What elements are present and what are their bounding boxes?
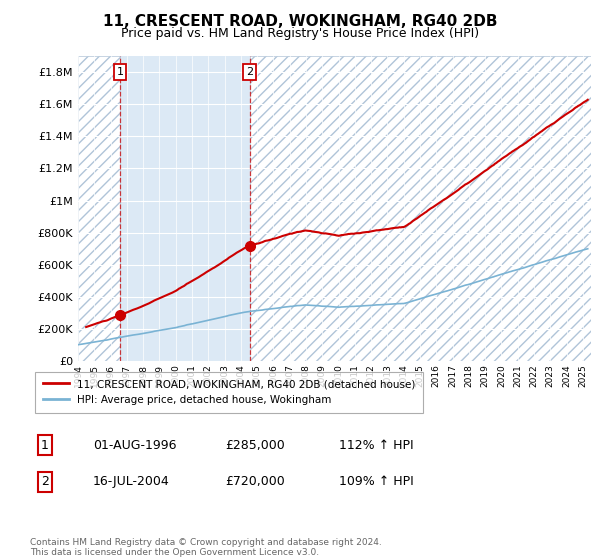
Text: 109% ↑ HPI: 109% ↑ HPI xyxy=(339,475,414,488)
Bar xyxy=(250,56,591,361)
Bar xyxy=(78,56,120,361)
Text: £720,000: £720,000 xyxy=(225,475,285,488)
Text: 112% ↑ HPI: 112% ↑ HPI xyxy=(339,438,413,452)
Text: Price paid vs. HM Land Registry's House Price Index (HPI): Price paid vs. HM Land Registry's House … xyxy=(121,27,479,40)
Bar xyxy=(250,56,591,361)
Text: 01-AUG-1996: 01-AUG-1996 xyxy=(93,438,176,452)
Text: 1: 1 xyxy=(116,67,124,77)
Legend: 11, CRESCENT ROAD, WOKINGHAM, RG40 2DB (detached house), HPI: Average price, det: 11, CRESCENT ROAD, WOKINGHAM, RG40 2DB (… xyxy=(35,372,422,413)
Text: 2: 2 xyxy=(41,475,49,488)
Text: 1: 1 xyxy=(41,438,49,452)
Text: 2: 2 xyxy=(246,67,253,77)
Text: 11, CRESCENT ROAD, WOKINGHAM, RG40 2DB: 11, CRESCENT ROAD, WOKINGHAM, RG40 2DB xyxy=(103,14,497,29)
Bar xyxy=(78,56,120,361)
Text: £285,000: £285,000 xyxy=(225,438,285,452)
Text: 16-JUL-2004: 16-JUL-2004 xyxy=(93,475,170,488)
Text: Contains HM Land Registry data © Crown copyright and database right 2024.
This d: Contains HM Land Registry data © Crown c… xyxy=(30,538,382,557)
